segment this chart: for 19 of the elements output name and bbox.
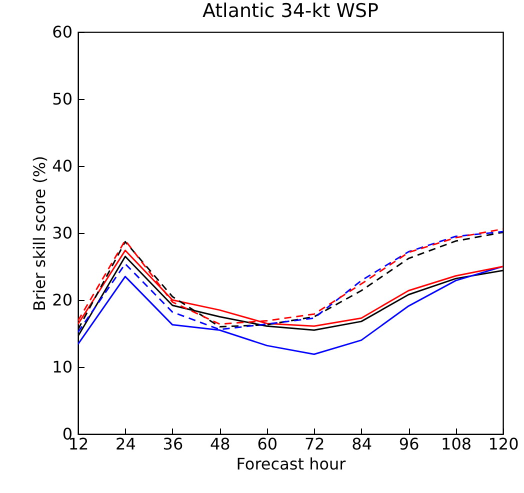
x-tick-label: 120 [488, 434, 519, 454]
y-axis-title: Brier skill score (%) [30, 156, 50, 312]
x-tick-label: 60 [257, 434, 278, 454]
y-tick-label: 50 [52, 90, 72, 108]
x-tick-label: 96 [398, 434, 420, 454]
x-axis-title: Forecast hour [236, 454, 346, 474]
x-tick-label: 36 [162, 434, 184, 454]
y-tick-label: 30 [52, 224, 72, 242]
y-tick-label: 0 [62, 424, 72, 444]
y-tick-label: 40 [52, 156, 72, 176]
y-tick-label: 10 [52, 358, 72, 376]
y-tick-label: 20 [52, 290, 72, 310]
x-tick-label: 84 [352, 434, 372, 454]
x-tick-label: 108 [441, 434, 472, 454]
x-tick-label: 72 [304, 434, 325, 454]
x-tick-label: 24 [116, 434, 136, 454]
y-tick-label: 60 [52, 22, 72, 42]
chart-title: Atlantic 34-kt WSP [202, 0, 379, 22]
x-tick-label: 48 [210, 434, 230, 454]
